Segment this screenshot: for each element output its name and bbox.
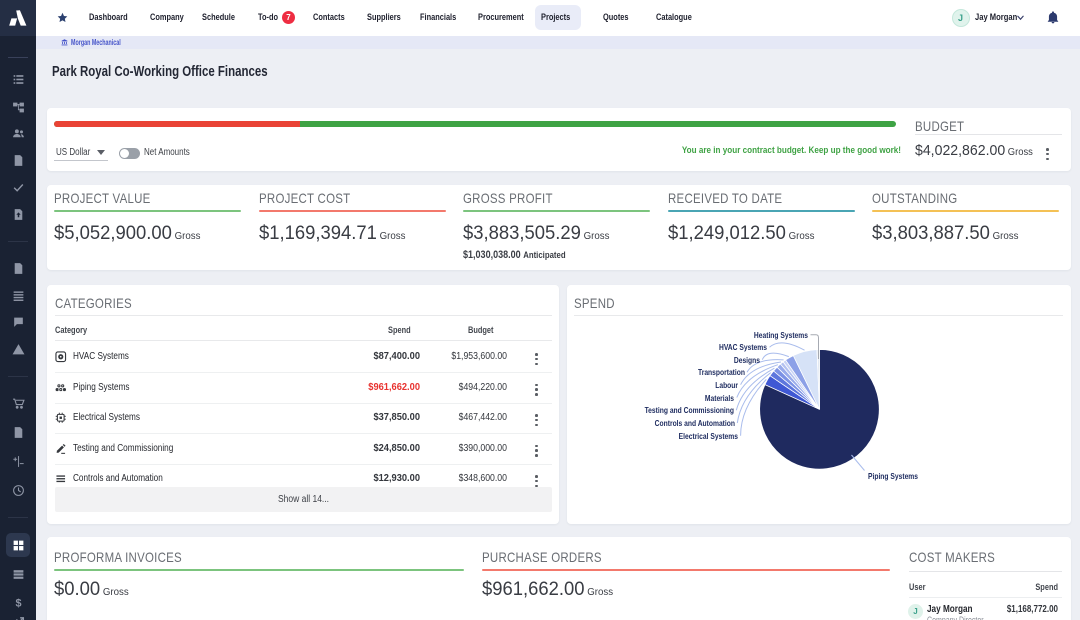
svg-text:$: $ [15,597,21,609]
